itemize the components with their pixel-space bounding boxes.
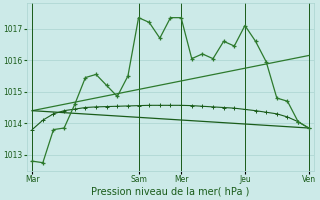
- X-axis label: Pression niveau de la mer( hPa ): Pression niveau de la mer( hPa ): [91, 187, 250, 197]
